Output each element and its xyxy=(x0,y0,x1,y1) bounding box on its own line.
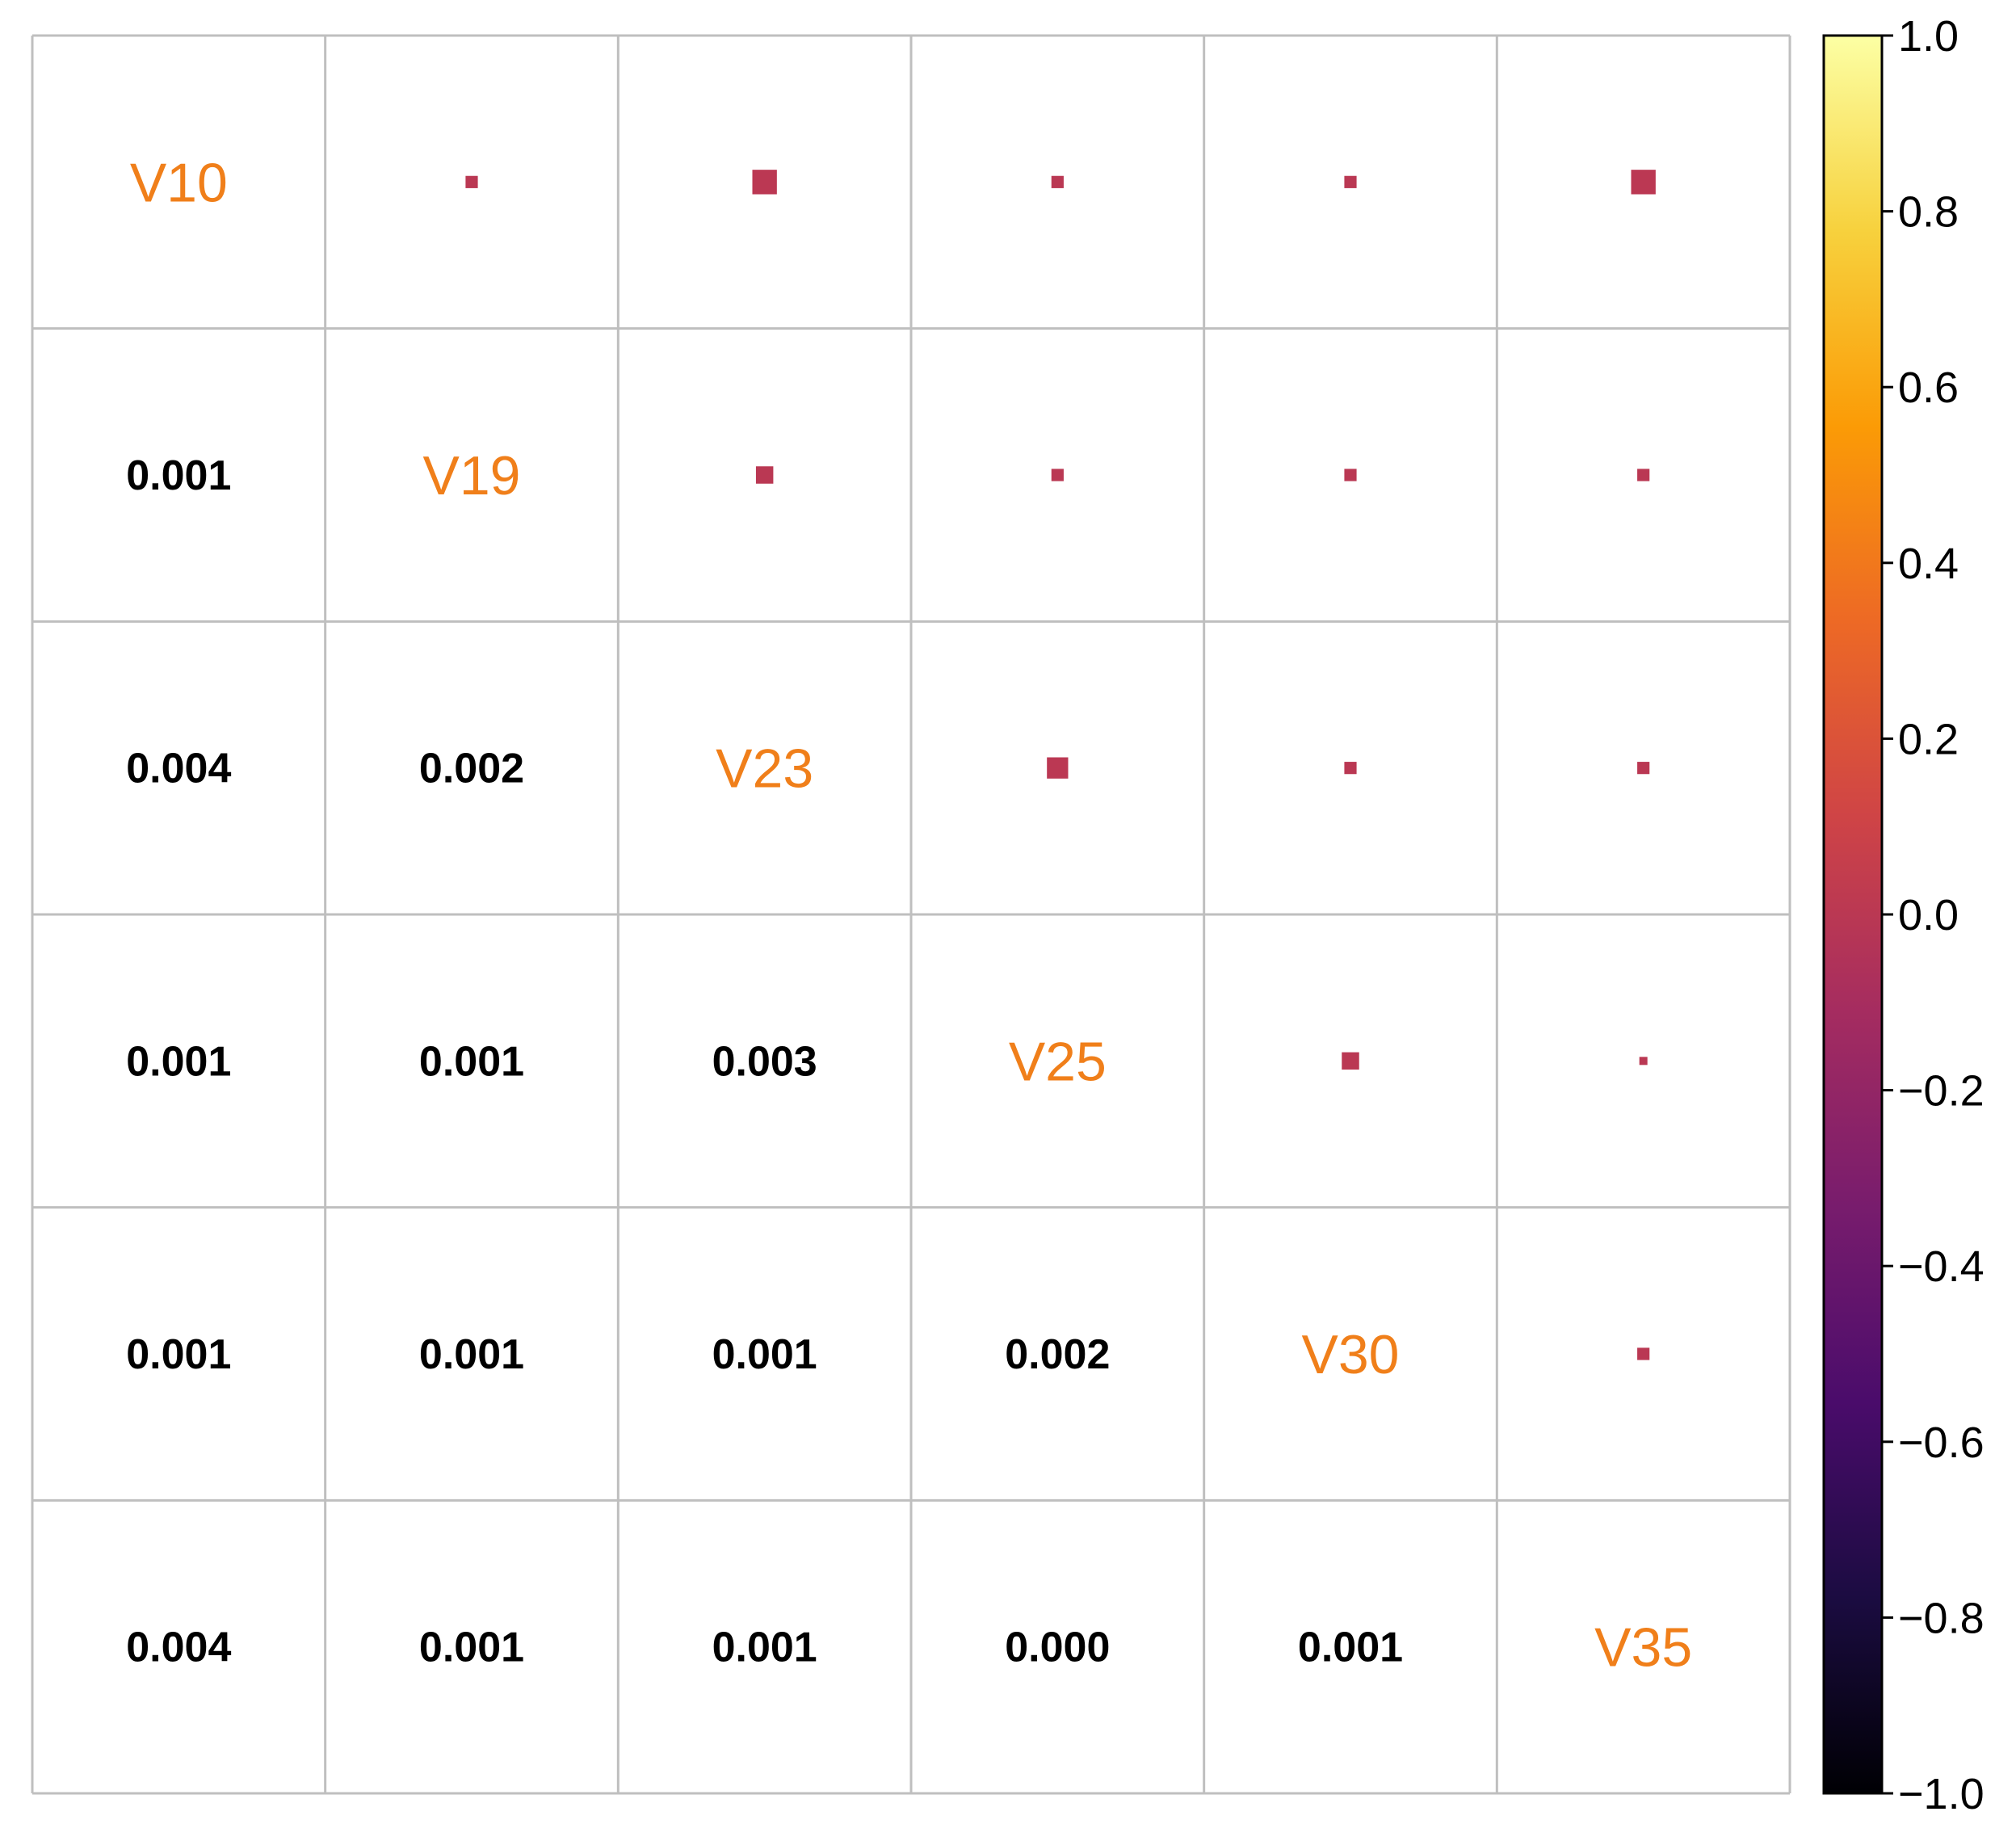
correlation-square xyxy=(1639,1057,1648,1066)
correlation-value-label: 0.001 xyxy=(419,1625,524,1671)
correlation-value-label: 0.002 xyxy=(1005,1331,1110,1378)
colorbar-tick-label: 0.8 xyxy=(1898,188,1959,237)
correlation-value-label: 0.001 xyxy=(712,1625,817,1671)
correlation-square xyxy=(752,170,777,195)
colorbar-tick-label: 1.0 xyxy=(1898,12,1959,61)
diagonal-variable-label: V23 xyxy=(716,738,813,800)
correlation-square xyxy=(1047,757,1069,779)
diagonal-variable-label: V10 xyxy=(130,152,228,213)
diagonal-variable-label: V30 xyxy=(1302,1324,1400,1385)
correlation-value-label: 0.001 xyxy=(126,452,231,499)
correlation-square xyxy=(1637,762,1650,775)
correlation-value-label: 0.004 xyxy=(126,746,231,792)
colorbar-tick-label: −0.6 xyxy=(1898,1419,1984,1467)
correlation-square xyxy=(1637,469,1650,481)
correlation-value-label: 0.001 xyxy=(419,1331,524,1378)
correlation-square xyxy=(1631,170,1656,195)
correlation-value-label: 0.001 xyxy=(419,1038,524,1085)
correlation-value-label: 0.001 xyxy=(126,1038,231,1085)
correlation-square xyxy=(1344,175,1357,188)
correlation-value-label: 0.004 xyxy=(126,1625,231,1671)
diagonal-variable-label: V19 xyxy=(423,445,521,506)
colorbar-tick-label: −0.4 xyxy=(1898,1242,1984,1291)
correlation-value-label: 0.003 xyxy=(712,1038,817,1085)
correlation-square xyxy=(1344,762,1357,775)
colorbar-tick-label: 0.6 xyxy=(1898,364,1959,412)
correlation-value-label: 0.002 xyxy=(419,746,524,792)
colorbar-tick-label: −0.2 xyxy=(1898,1067,1984,1116)
correlation-square xyxy=(1637,1347,1650,1360)
colorbar-tick-label: 0.0 xyxy=(1898,891,1959,939)
colorbar xyxy=(1822,34,1884,1795)
colorbar-tick-label: −1.0 xyxy=(1898,1770,1984,1818)
diagonal-variable-label: V25 xyxy=(1009,1031,1107,1092)
diagonal-variable-label: V35 xyxy=(1594,1617,1692,1679)
colorbar-tick-label: 0.4 xyxy=(1898,540,1959,588)
correlation-value-label: 0.001 xyxy=(712,1331,817,1378)
correlation-square xyxy=(1342,1052,1359,1070)
colorbar-tick-label: −0.8 xyxy=(1898,1594,1984,1642)
correlation-square xyxy=(755,466,774,484)
colorbar-tick-label: 0.2 xyxy=(1898,715,1959,763)
correlation-value-label: 0.001 xyxy=(1298,1625,1403,1671)
correlation-square xyxy=(1051,175,1064,188)
correlation-square xyxy=(1051,469,1064,481)
correlation-value-label: 0.001 xyxy=(126,1331,231,1378)
correlation-square xyxy=(465,175,478,188)
correlation-value-label: 0.000 xyxy=(1005,1625,1110,1671)
correlation-square xyxy=(1344,469,1357,481)
